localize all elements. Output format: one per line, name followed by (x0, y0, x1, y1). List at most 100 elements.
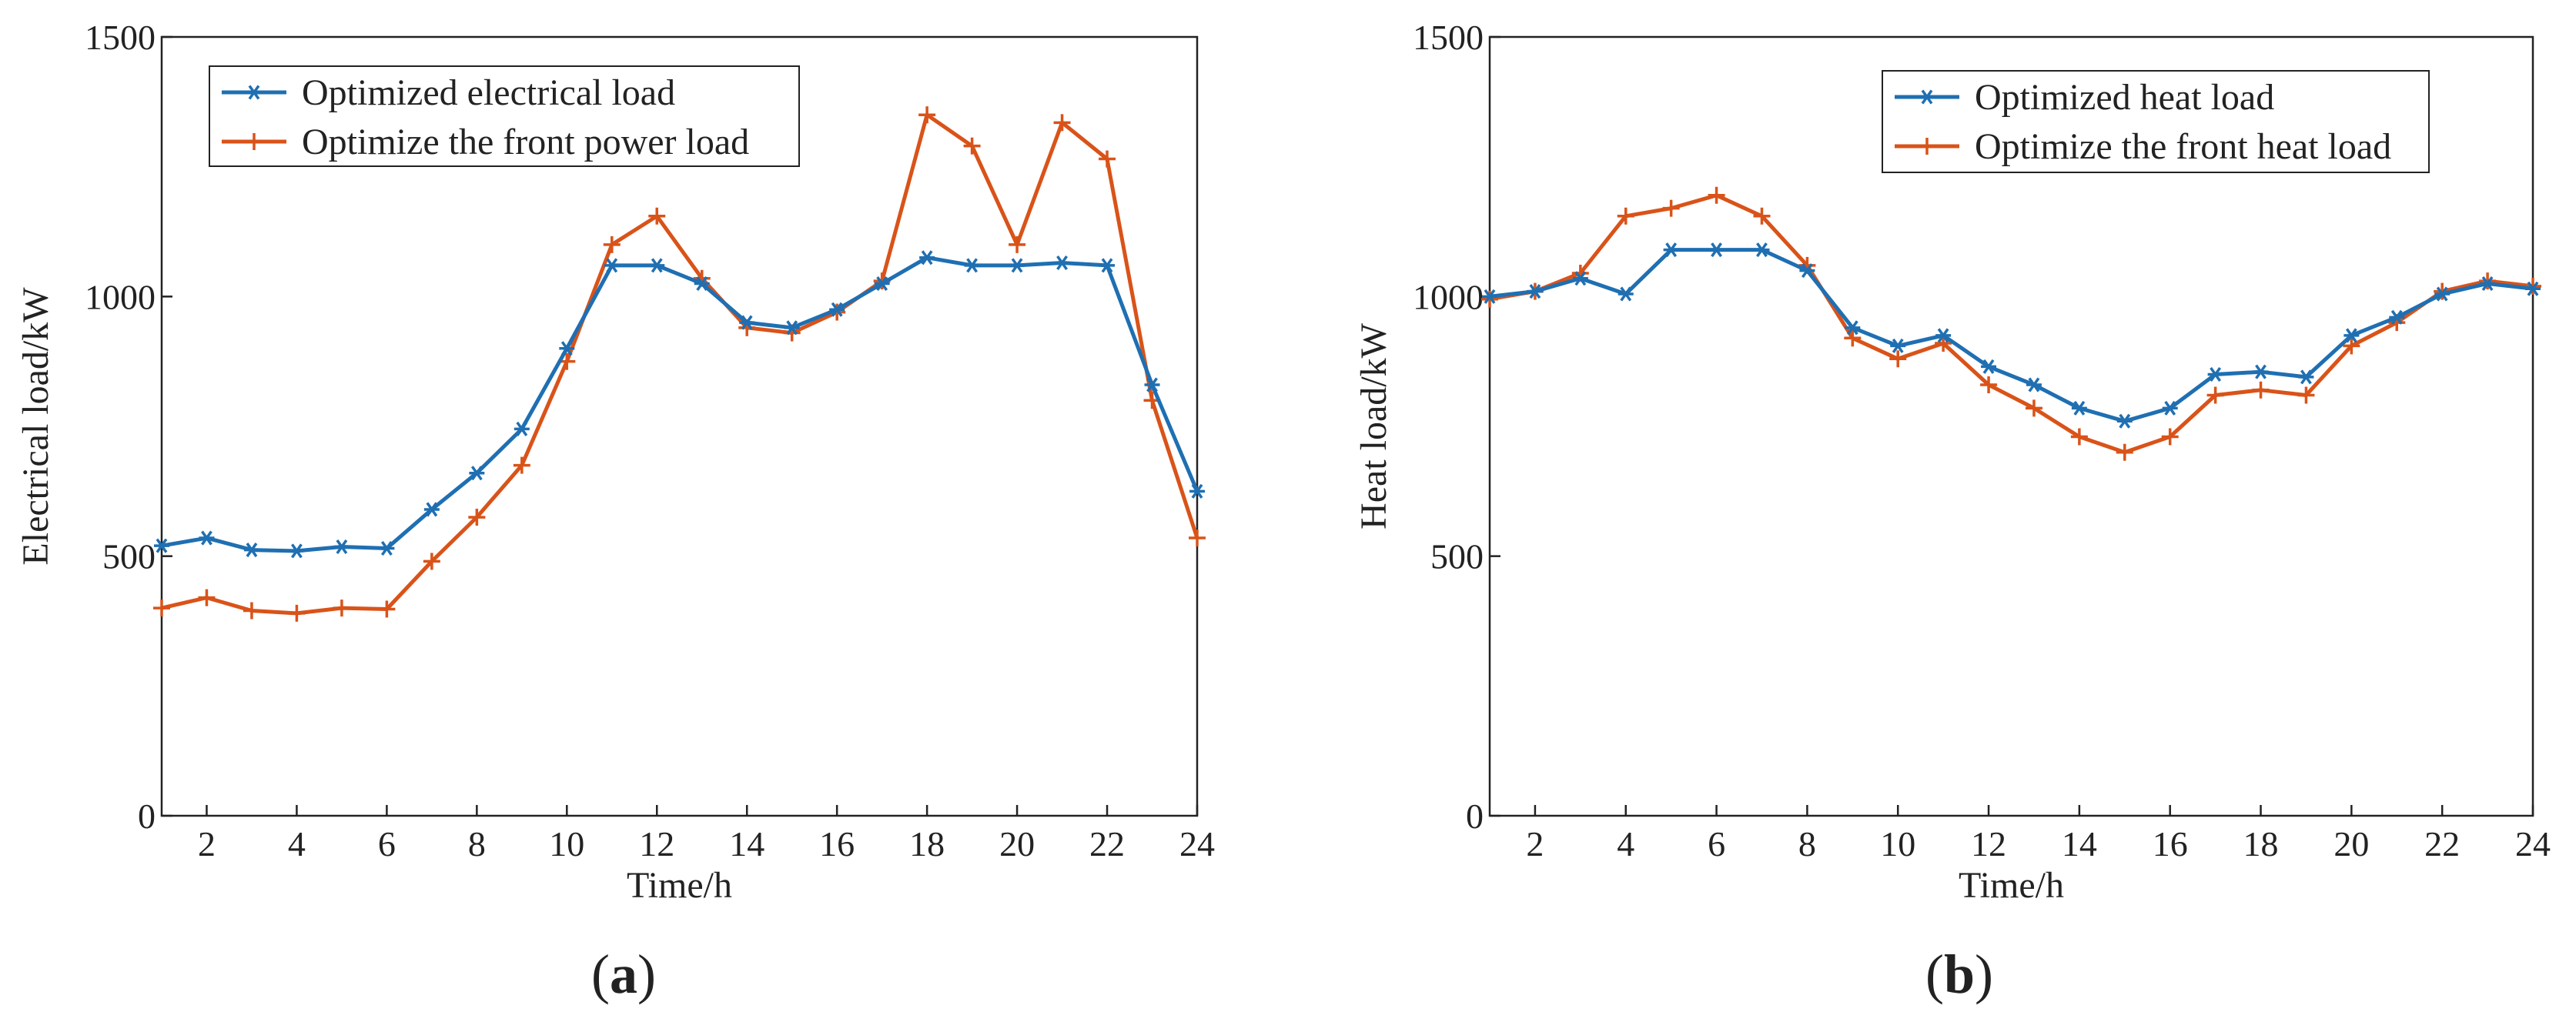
x-tick-label: 14 (729, 824, 764, 863)
legend: Optimized electrical load Optimize the fr… (209, 65, 800, 167)
data-point-optimized (289, 543, 305, 559)
legend-label: Optimized electrical load (302, 72, 675, 113)
data-point-optimized (2207, 367, 2223, 382)
data-point-optimized (649, 258, 665, 273)
data-point-before (1481, 290, 1498, 308)
data-point-before (1617, 207, 1634, 225)
data-point-optimized (559, 341, 575, 356)
legend-marker (246, 85, 262, 100)
y-tick-label: 1000 (85, 277, 156, 316)
data-point-before (1844, 329, 1862, 347)
data-point-optimized (1845, 320, 1861, 336)
series-line-optimized (161, 256, 1199, 553)
data-point-before (2479, 272, 2497, 290)
data-point-before (513, 456, 530, 474)
data-point-before (243, 602, 260, 620)
data-point-optimized (1009, 258, 1025, 273)
data-point-before (1053, 114, 1071, 132)
data-point-optimized (2434, 286, 2451, 302)
x-tick-label: 20 (999, 824, 1035, 863)
data-point-optimized (333, 539, 350, 555)
data-point-optimized (604, 258, 620, 273)
data-point-before (2524, 277, 2541, 295)
data-point-optimized (829, 302, 845, 317)
data-point-before (918, 106, 936, 124)
x-tick-label: 18 (909, 824, 945, 863)
data-point-before (963, 137, 981, 155)
data-point-before (2161, 428, 2179, 446)
y-axis-title: Electrical load/kW (15, 287, 56, 566)
y-tick-label: 1000 (1413, 277, 1484, 316)
y-axis-title: Heat load/kW (1353, 322, 1394, 529)
data-point-optimized (199, 530, 215, 546)
legend-label: Optimized heat load (1975, 77, 2274, 118)
plot-frame (160, 35, 1199, 817)
data-point-before (603, 235, 621, 253)
data-point-optimized (2298, 369, 2314, 385)
x-tick-label: 22 (1089, 824, 1125, 863)
x-tick-label: 10 (549, 824, 584, 863)
x-tick-label: 6 (378, 824, 396, 863)
data-point-optimized (1099, 258, 1116, 273)
data-point-optimized (2525, 281, 2541, 296)
y-tick-label: 0 (138, 797, 156, 836)
x-tick-label: 16 (2153, 824, 2188, 863)
x-tick-label: 12 (1971, 824, 2006, 863)
data-point-before (468, 509, 486, 526)
data-point-before (2025, 399, 2042, 417)
data-point-optimized (379, 541, 395, 556)
data-point-optimized (1981, 359, 1997, 374)
x-tick-label: 4 (1617, 824, 1634, 863)
data-point-optimized (784, 320, 800, 336)
x-tick-label: 16 (819, 824, 855, 863)
data-point-before (288, 604, 306, 622)
legend: Optimized heat load Optimize the front he… (1882, 70, 2430, 173)
data-point-optimized (1189, 483, 1205, 499)
data-point-optimized (694, 276, 710, 291)
x-tick-label: 8 (1798, 824, 1816, 863)
data-point-before (1662, 199, 1680, 217)
data-point-optimized (2071, 400, 2087, 416)
data-point-optimized (1754, 242, 1770, 258)
y-tick-label: 500 (102, 537, 156, 576)
data-point-before (2116, 443, 2133, 461)
y-tick-label: 1500 (85, 18, 156, 57)
x-tick-label: 12 (639, 824, 674, 863)
legend-label: Optimize the front heat load (1975, 126, 2391, 167)
chart-panel-b: 2 4 6 8 10 12 14 16 18 20 22 24050010001500Time/hHe… (1353, 18, 2551, 1005)
data-point-before (2070, 428, 2088, 446)
data-point-before (1189, 529, 1206, 547)
data-point-before (648, 207, 666, 225)
panel-label: (a) (591, 944, 656, 1005)
panel-label: (b) (1925, 944, 1993, 1005)
data-point-optimized (469, 466, 485, 481)
data-point-before (2206, 386, 2224, 404)
data-point-optimized (514, 421, 530, 436)
data-point-before (333, 600, 350, 617)
data-point-before (423, 553, 440, 570)
x-tick-label: 22 (2424, 824, 2460, 863)
data-point-optimized (1482, 289, 1497, 304)
data-point-before (1753, 207, 1771, 225)
x-tick-label: 2 (198, 824, 216, 863)
legend-label: Optimize the front power load (302, 122, 749, 162)
data-point-optimized (243, 543, 259, 558)
x-axis-title: Time/h (627, 865, 732, 906)
x-tick-label: 24 (2515, 824, 2551, 863)
legend-box (209, 65, 800, 167)
data-point-optimized (2343, 328, 2360, 343)
y-tick-label: 500 (1430, 537, 1484, 576)
legend-marker (1919, 89, 1935, 105)
chart-panel-a: 2 4 6 8 10 12 14 16 18 20 22 24050010001500Time/hEl… (15, 18, 1215, 1005)
x-tick-label: 2 (1526, 824, 1544, 863)
legend-marker (1919, 138, 1935, 155)
data-point-optimized (919, 250, 935, 266)
series-line-optimized (1489, 248, 2534, 423)
data-point-optimized (1663, 242, 1679, 258)
y-tick-label: 1500 (1413, 18, 1484, 57)
data-point-optimized (1144, 377, 1160, 392)
data-point-optimized (423, 502, 440, 517)
x-tick-label: 8 (468, 824, 486, 863)
data-point-optimized (1618, 286, 1634, 302)
data-point-optimized (964, 258, 980, 273)
